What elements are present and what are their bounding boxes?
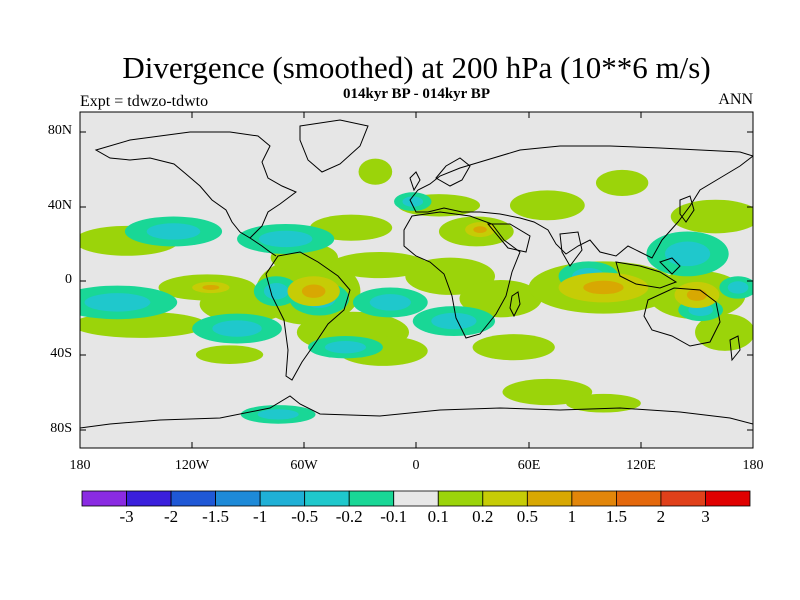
colorbar-label: -3 <box>119 507 134 526</box>
positive-divergence-region <box>472 334 555 361</box>
colorbar-swatch <box>571 490 617 507</box>
negative-core-region <box>369 294 411 311</box>
positive-divergence-region <box>509 190 585 221</box>
negative-core-region <box>324 341 367 354</box>
negative-core-region <box>146 223 201 240</box>
colorbar-label: -2 <box>163 507 179 526</box>
positive-divergence-region <box>358 158 393 185</box>
negative-core-region <box>431 312 477 330</box>
negative-core-region <box>258 230 313 248</box>
colorbar-swatch <box>526 490 573 507</box>
colorbar-label: 0.1 <box>427 507 449 526</box>
figure-title: Divergence (smoothed) at 200 hPa (10**6 … <box>122 50 711 85</box>
colorbar-swatch <box>616 490 662 507</box>
x-tick-label: 120W <box>174 458 210 473</box>
x-tick-label: 120E <box>626 458 656 473</box>
positive-divergence-region <box>330 252 428 279</box>
colorbar-label: 0.2 <box>472 507 494 526</box>
colorbar-swatch <box>437 490 484 507</box>
coastlines <box>80 119 753 429</box>
colorbar-swatch <box>259 490 306 507</box>
negative-core-region <box>257 409 299 420</box>
negative-core-region <box>263 282 289 300</box>
x-tick-label: 60E <box>517 458 541 473</box>
strongest-divergence-region <box>473 226 487 233</box>
colorbar-swatch <box>705 490 751 507</box>
axis-ticks <box>80 112 753 448</box>
experiment-label: Expt = tdwzo-tdwto <box>80 93 209 110</box>
y-tick-label: 0 <box>65 272 72 287</box>
colorbar-label: -0.5 <box>291 507 319 526</box>
positive-divergence-region <box>502 378 593 406</box>
colorbar-swatch <box>660 490 706 507</box>
divergence-contours <box>80 158 753 424</box>
colorbar-label: 0.5 <box>516 507 538 526</box>
colorbar-label: 3 <box>701 507 710 526</box>
negative-core-region <box>212 320 262 337</box>
colorbar-label: 1 <box>567 507 577 526</box>
positive-divergence-region <box>195 345 264 364</box>
y-tick-label: 40S <box>50 346 72 361</box>
colorbar-label: -1.5 <box>202 507 230 526</box>
negative-core-region <box>727 281 749 294</box>
colorbar-swatch <box>215 490 261 507</box>
season-label: ANN <box>718 91 753 108</box>
colorbar-swatch <box>393 490 439 507</box>
colorbar-swatch <box>81 490 127 507</box>
colorbar <box>81 490 751 507</box>
colorbar-label: 1.5 <box>605 507 628 526</box>
colorbar-swatch <box>126 490 172 507</box>
x-tick-label: 180 <box>69 458 91 473</box>
strongest-divergence-region <box>583 280 624 295</box>
strongest-divergence-region <box>202 284 220 290</box>
x-tick-label: 180 <box>742 458 764 473</box>
x-tick-label: 60W <box>290 458 318 473</box>
x-tick-label: 0 <box>412 458 420 473</box>
negative-core-region <box>402 196 424 207</box>
strongest-divergence-region <box>686 289 708 301</box>
figure-subtitle: 014kyr BP - 014kyr BP <box>343 86 490 102</box>
positive-divergence-region <box>670 199 753 234</box>
y-tick-label: 80S <box>50 421 72 436</box>
y-tick-label: 40N <box>47 198 72 213</box>
colorbar-swatch <box>170 490 216 507</box>
colorbar-label: -0.2 <box>335 507 363 526</box>
strongest-divergence-region <box>301 284 326 298</box>
colorbar-label: -1 <box>253 507 268 526</box>
colorbar-swatch <box>482 490 528 507</box>
colorbar-swatch <box>348 490 395 507</box>
y-tick-label: 80N <box>47 123 72 138</box>
positive-divergence-region <box>459 280 542 318</box>
positive-divergence-region <box>595 169 649 196</box>
negative-core-region <box>664 241 711 267</box>
colorbar-label: 2 <box>656 507 666 526</box>
colorbar-label: -0.1 <box>380 507 408 526</box>
colorbar-swatch <box>304 490 350 507</box>
negative-core-region <box>84 293 151 312</box>
